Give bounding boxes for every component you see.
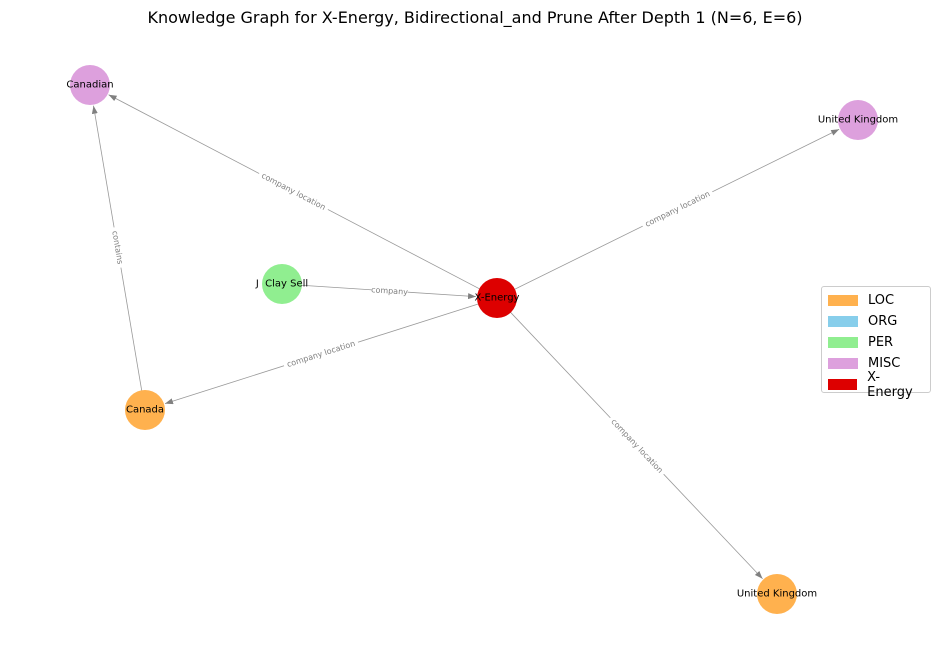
- node-canada: [125, 390, 165, 430]
- legend-item-loc: LOC: [828, 290, 924, 311]
- legend-item-xenergy: X-Energy: [828, 370, 924, 400]
- edge-label-xenergy-uk_loc: company location: [609, 417, 664, 475]
- node-label-canada: Canada: [126, 405, 164, 416]
- node-uk_misc: [838, 100, 878, 140]
- edge-label-xenergy-uk_misc: company location: [644, 189, 712, 229]
- edge-label-canada-canadian: contains: [110, 230, 125, 265]
- node-xenergy: [477, 278, 517, 318]
- legend-swatch-per: [828, 337, 858, 348]
- edge-label-xenergy-canadian: company location: [260, 171, 327, 212]
- legend-swatch-misc: [828, 358, 858, 369]
- legend-swatch-xenergy: [828, 379, 858, 390]
- figure-title: Knowledge Graph for X-Energy, Bidirectio…: [147, 8, 803, 27]
- nodes-layer: X-Energy Canadian United Kingdom J Clay Sel…: [66, 65, 898, 614]
- node-label-canadian: Canadian: [66, 80, 113, 91]
- legend-label-org: ORG: [868, 314, 898, 329]
- legend-label-xenergy: X-Energy: [867, 369, 913, 400]
- edges-layer: company location company location company c…: [91, 94, 840, 580]
- edge-label-jclaysell-xenergy: company: [371, 285, 409, 296]
- legend: LOC ORG PER MISC X-Energy: [821, 286, 931, 400]
- legend-label-loc: LOC: [868, 293, 895, 308]
- legend-item-misc: MISC: [828, 353, 924, 374]
- edge-label-xenergy-canada: company location: [286, 339, 357, 369]
- node-label-uk_loc: United Kingdom: [737, 589, 817, 600]
- node-label-uk_misc: United Kingdom: [818, 115, 898, 126]
- legend-label-per: PER: [868, 335, 894, 350]
- edge-label-background: [256, 169, 331, 214]
- node-jclaysell: [262, 264, 302, 304]
- legend-swatch-org: [828, 316, 858, 327]
- legend-item-per: PER: [828, 332, 924, 353]
- node-label-jclaysell: J Clay Sell: [255, 279, 308, 290]
- edge-label-background: [282, 337, 360, 371]
- node-label-xenergy: X-Energy: [475, 293, 520, 304]
- legend-item-org: ORG: [828, 311, 924, 332]
- legend-label-misc: MISC: [868, 356, 901, 371]
- legend-swatch-loc: [828, 295, 858, 306]
- edge-label-background: [606, 414, 668, 478]
- edge-label-background: [371, 284, 408, 298]
- edge-label-background: [109, 226, 126, 269]
- node-canadian: [70, 65, 110, 105]
- edge-label-background: [640, 187, 715, 231]
- node-uk_loc: [757, 574, 797, 614]
